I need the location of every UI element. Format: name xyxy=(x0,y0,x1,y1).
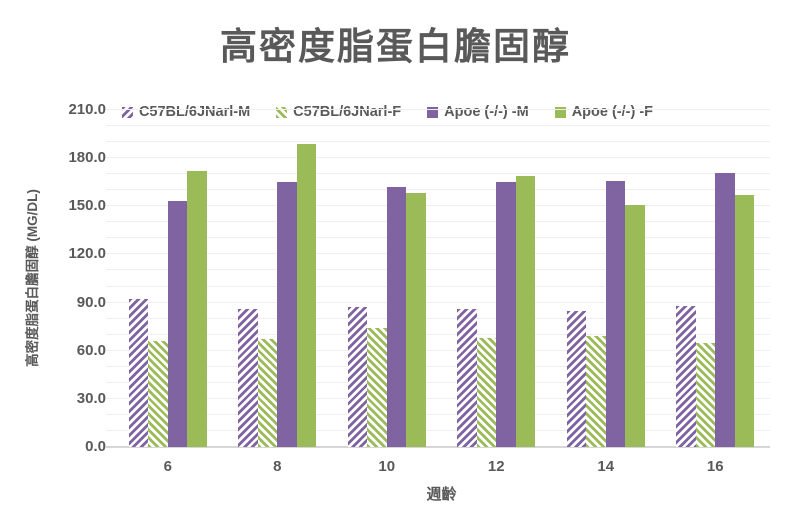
x-tick-label: 6 xyxy=(163,458,172,475)
x-tick-label: 10 xyxy=(378,458,396,475)
bar-series2-week12[interactable] xyxy=(496,182,516,447)
bar-series0-week12[interactable] xyxy=(457,309,477,447)
y-tick-label: 30.0 xyxy=(76,389,106,407)
legend-label: Apoe (-/-) -F xyxy=(571,104,654,120)
bar-series2-week14[interactable] xyxy=(605,180,626,447)
gridline xyxy=(106,253,770,255)
x-tick-label: 12 xyxy=(487,458,505,475)
bar-series2-week10[interactable] xyxy=(386,187,407,447)
gridline xyxy=(106,381,770,383)
plot-area xyxy=(106,109,770,448)
bar-series3-week14[interactable] xyxy=(625,204,645,447)
gridline xyxy=(106,205,770,207)
gridline xyxy=(106,301,770,303)
bar-series2-week16[interactable] xyxy=(715,172,735,447)
legend-label: C57BL/6JNarl-M xyxy=(138,104,251,120)
y-tick-label: 120.0 xyxy=(68,245,106,263)
bar-series1-week16[interactable] xyxy=(695,342,716,447)
bar-series0-week6[interactable] xyxy=(128,299,149,447)
gridline xyxy=(106,285,770,287)
bar-series1-week8[interactable] xyxy=(257,339,278,447)
legend: C57BL/6JNarl-M C57BL/6JNarl-F Apoe (-/-)… xyxy=(0,100,775,124)
y-tick-label: 150.0 xyxy=(68,197,106,215)
y-tick-label: 60.0 xyxy=(76,341,106,359)
legend-swatch-hatched-purple-icon xyxy=(121,106,133,118)
gridline xyxy=(106,109,770,110)
bar-series3-week16[interactable] xyxy=(734,195,755,447)
bar-series1-week10[interactable] xyxy=(367,328,387,447)
y-tick-label: 180.0 xyxy=(68,149,106,167)
gridline xyxy=(106,141,770,143)
bar-series0-week16[interactable] xyxy=(676,305,696,447)
legend-swatch-solid-purple-icon xyxy=(427,106,439,118)
x-tick-label: 16 xyxy=(706,458,724,475)
bar-series2-week6[interactable] xyxy=(167,201,188,447)
bar-series1-week14[interactable] xyxy=(586,336,606,447)
y-tick-label: 0.0 xyxy=(85,438,106,455)
chart-title: 高密度脂蛋白膽固醇 xyxy=(220,26,571,67)
gridline xyxy=(106,189,770,191)
legend-item-apoe-m[interactable]: Apoe (-/-) -M xyxy=(427,104,529,120)
x-axis-title: 週齡 xyxy=(426,486,457,503)
gridline xyxy=(106,413,770,415)
x-axis-line xyxy=(106,446,770,448)
y-tick-label: 210.0 xyxy=(68,101,106,118)
bar-series3-week12[interactable] xyxy=(515,175,536,447)
gridline xyxy=(106,157,770,159)
bar-series1-week6[interactable] xyxy=(148,341,168,447)
gridline xyxy=(106,221,770,223)
gridline xyxy=(106,173,770,175)
bar-series0-week10[interactable] xyxy=(347,307,368,447)
gridline xyxy=(106,125,770,127)
legend-label: C57BL/6JNarl-F xyxy=(293,104,402,120)
legend-item-c57bl-f[interactable]: C57BL/6JNarl-F xyxy=(276,104,401,120)
bar-series3-week10[interactable] xyxy=(406,193,426,447)
legend-swatch-hatched-green-icon xyxy=(276,106,288,118)
gridline xyxy=(106,429,770,431)
bar-series3-week6[interactable] xyxy=(187,170,207,447)
bar-series0-week8[interactable] xyxy=(238,309,258,447)
bar-series1-week12[interactable] xyxy=(476,337,497,447)
legend-swatch-solid-green-icon xyxy=(554,106,566,118)
gridline xyxy=(106,269,770,271)
x-tick-label: 14 xyxy=(597,458,615,475)
bar-series0-week14[interactable] xyxy=(566,310,587,447)
legend-label: Apoe (-/-) -M xyxy=(444,104,529,120)
gridline xyxy=(106,333,770,335)
legend-item-apoe-f[interactable]: Apoe (-/-) -F xyxy=(554,104,654,120)
bar-series3-week8[interactable] xyxy=(296,143,317,447)
gridline xyxy=(106,365,770,367)
bar-series2-week8[interactable] xyxy=(277,182,297,447)
legend-item-c57bl-m[interactable]: C57BL/6JNarl-M xyxy=(121,104,251,120)
gridline xyxy=(106,349,770,351)
gridline xyxy=(106,397,770,399)
gridline xyxy=(106,237,770,239)
x-tick-label: 8 xyxy=(273,458,282,475)
gridline xyxy=(106,317,770,319)
y-tick-label: 90.0 xyxy=(76,293,106,311)
